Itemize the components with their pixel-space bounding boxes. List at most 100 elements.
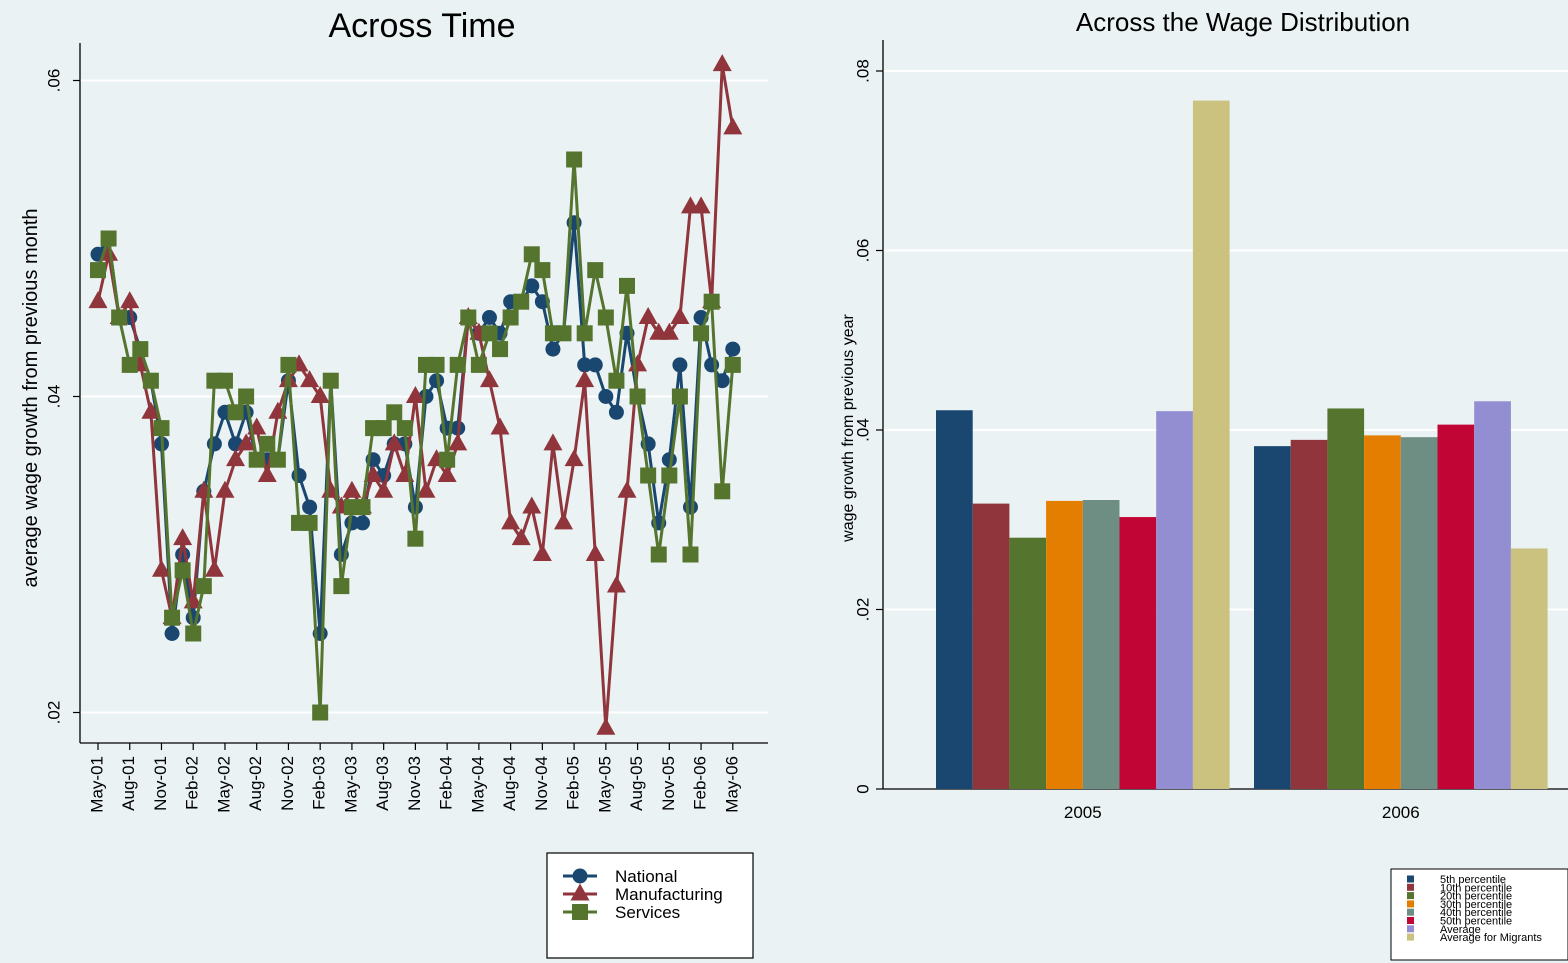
bar-chart-y-axis-label: wage growth from previous year (840, 314, 857, 543)
bar-2006-average (1474, 401, 1511, 789)
legend-label-20th-percentile: 20th percentile (1440, 891, 1512, 903)
services-point (375, 420, 392, 437)
services-point (269, 451, 286, 468)
services-point (111, 309, 128, 326)
legend-swatch-average (1407, 925, 1414, 933)
bar-2005-40th-percentile (1082, 500, 1120, 789)
manufacturing-point (564, 449, 584, 467)
services-point (619, 277, 635, 294)
legend-label-average-for-migrants: Average for Migrants (1440, 932, 1542, 944)
bar-2005-20th-percentile (1009, 537, 1047, 789)
line-chart-title: Across Time (328, 7, 515, 45)
services-point (502, 309, 519, 326)
services-point (259, 435, 276, 452)
bar-chart-bars (936, 100, 1548, 790)
manufacturing-point (554, 512, 574, 530)
services-point (608, 372, 625, 389)
line-chart-y-axis-label: average wage growth from previous month (20, 208, 42, 587)
bar-2005-average-for-migrants (1192, 100, 1230, 790)
line-chart-x-tick-label: Aug-02 (246, 756, 265, 811)
manufacturing-point (712, 54, 732, 72)
services-point (671, 388, 688, 405)
bar-2005-10th-percentile (972, 503, 1010, 789)
line-chart-x-tick-label: Feb-02 (183, 756, 202, 810)
bar-2006-40th-percentile (1400, 437, 1438, 789)
services-point (449, 356, 466, 373)
line-chart-x-tick-label: Feb-05 (564, 756, 583, 810)
legend-label-manufacturing: Manufacturing (615, 885, 723, 904)
line-chart-x-tick-label: Feb-06 (691, 756, 710, 810)
national-point (545, 341, 561, 357)
services-point (333, 578, 350, 595)
services-series (90, 151, 741, 721)
bar-2006-20th-percentile (1327, 408, 1365, 789)
bar-chart-x-tick-label: 2005 (1064, 803, 1102, 822)
legend-label-5th-percentile: 5th percentile (1440, 874, 1506, 886)
services-point (185, 625, 202, 642)
services-point (460, 309, 477, 326)
manufacturing-point (522, 496, 542, 514)
national-point (481, 310, 497, 325)
bar-chart-y-tick-label: .08 (853, 59, 872, 83)
services-point (534, 262, 551, 279)
line-chart-panel: Across Time average wage growth from pre… (20, 7, 768, 959)
services-point (238, 388, 255, 405)
line-chart-x-tick-label: May-06 (722, 756, 741, 813)
manufacturing-point (236, 433, 256, 451)
bar-2005-5th-percentile (936, 410, 973, 789)
bar-2005-average (1156, 411, 1193, 789)
legend-swatch-30th-percentile (1407, 900, 1414, 908)
manufacturing-point (257, 464, 277, 482)
manufacturing-point (638, 306, 658, 324)
manufacturing-point (416, 480, 436, 498)
services-point (566, 151, 583, 168)
national-point (429, 373, 445, 389)
legend-label-40th-percentile: 40th percentile (1440, 907, 1512, 919)
legend-label-10th-percentile: 10th percentile (1440, 882, 1512, 894)
line-chart-y-tick-label: .04 (44, 385, 63, 409)
national-point (302, 499, 318, 515)
manufacturing-point (479, 370, 499, 388)
line-chart-x-tick-label: Aug-03 (373, 756, 392, 811)
line-chart-y-tick-label: .06 (44, 69, 63, 93)
manufacturing-point (374, 480, 394, 498)
legend-swatch-10th-percentile (1407, 883, 1414, 891)
bar-chart-y-tick-label: 0 (853, 784, 872, 793)
services-point (216, 372, 233, 389)
line-chart-x-tick-label: Nov-03 (405, 756, 424, 811)
services-point (470, 356, 487, 373)
bar-chart-legend-box (1390, 868, 1568, 961)
line-chart-x-tick-label: Aug-01 (119, 756, 138, 811)
national-point (672, 357, 688, 373)
manufacturing-point (490, 417, 510, 435)
services-point (312, 704, 329, 721)
services-point (386, 404, 403, 421)
services-point (301, 514, 318, 531)
line-chart-series (88, 54, 743, 735)
bar-chart-y-tick-label: .04 (853, 418, 872, 442)
manufacturing-point (310, 385, 330, 403)
services-point (439, 451, 456, 468)
services-point (661, 467, 678, 484)
manufacturing-point (300, 370, 320, 388)
bar-2005-50th-percentile (1119, 517, 1157, 789)
bar-2006-10th-percentile (1290, 439, 1328, 789)
legend-marker-manufacturing (570, 883, 590, 901)
bar-2006-average-for-migrants (1510, 548, 1548, 789)
services-point (555, 325, 572, 342)
line-chart-x-tick-label: Nov-01 (151, 756, 170, 811)
manufacturing-point (448, 433, 468, 451)
legend-label-30th-percentile: 30th percentile (1440, 899, 1512, 911)
bar-chart-x-tick-label: 2006 (1382, 803, 1420, 822)
national-point (291, 468, 307, 483)
services-point (714, 483, 731, 500)
services-point (248, 451, 265, 468)
manufacturing-point (617, 480, 637, 498)
manufacturing-point (606, 575, 626, 593)
line-chart-x-tick-label: May-03 (341, 756, 360, 813)
line-chart-x-tick-label: May-02 (214, 756, 233, 813)
bar-2006-30th-percentile (1364, 435, 1401, 789)
national-point (682, 499, 698, 515)
manufacturing-point (226, 449, 246, 467)
line-chart-x-tick-label: Nov-04 (532, 756, 551, 811)
